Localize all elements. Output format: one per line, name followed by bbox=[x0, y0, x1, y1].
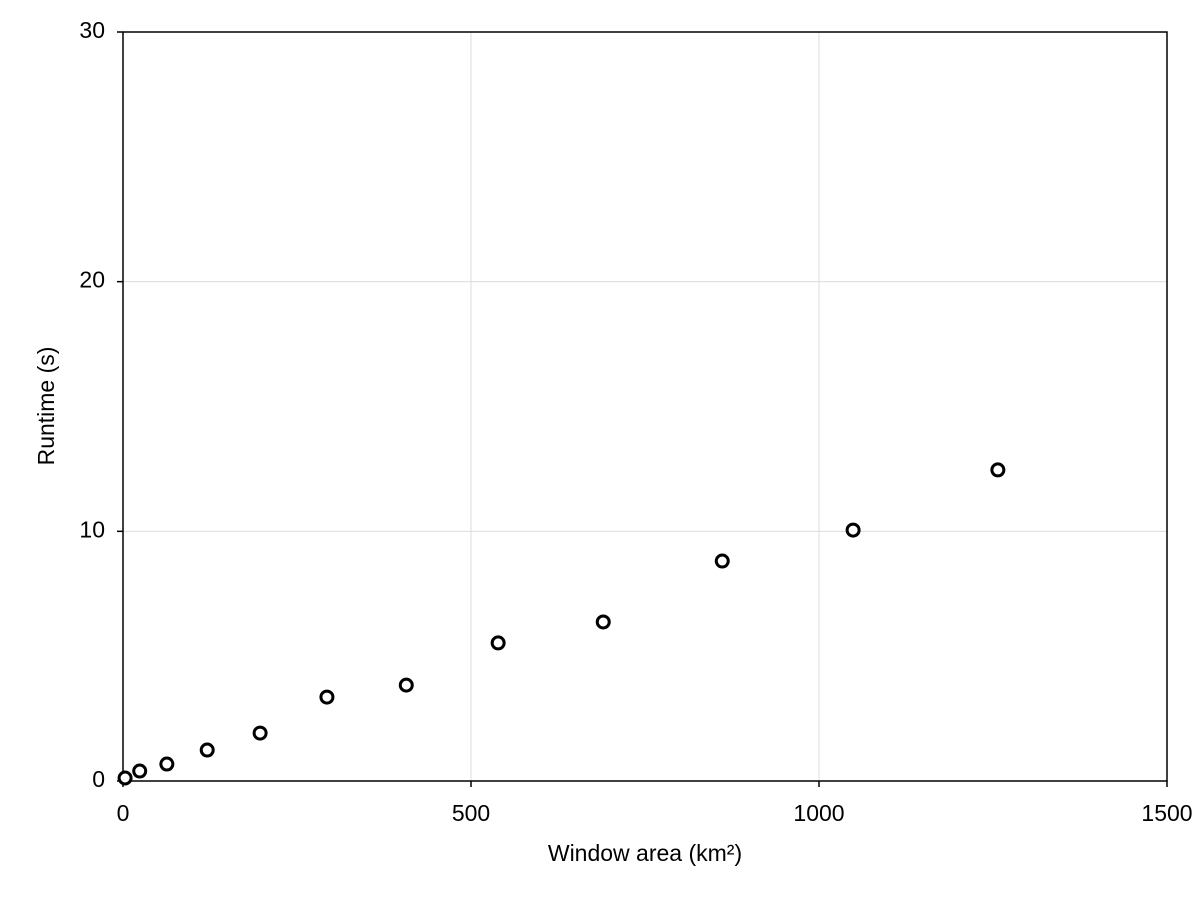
x-tick-label: 500 bbox=[452, 800, 490, 826]
marker bbox=[252, 725, 268, 741]
marker bbox=[199, 742, 215, 758]
marker bbox=[398, 677, 414, 693]
y-tick-label: 20 bbox=[79, 267, 105, 293]
y-tick-label: 10 bbox=[79, 516, 105, 542]
y-tick-label: 30 bbox=[79, 17, 105, 43]
marker bbox=[990, 462, 1006, 478]
y-axis-label: Runtime (s) bbox=[33, 347, 59, 466]
y-tick-label: 0 bbox=[92, 766, 105, 792]
marker bbox=[132, 763, 148, 779]
marker bbox=[319, 689, 335, 705]
marker bbox=[490, 635, 506, 651]
marker bbox=[845, 522, 861, 538]
marker bbox=[117, 770, 133, 786]
x-tick-label: 1500 bbox=[1141, 800, 1192, 826]
marker bbox=[714, 553, 730, 569]
marker bbox=[595, 614, 611, 630]
x-axis-label: Window area (km²) bbox=[548, 840, 742, 866]
x-tick-label: 1000 bbox=[793, 800, 844, 826]
marker bbox=[159, 756, 175, 772]
x-tick-label: 0 bbox=[117, 800, 130, 826]
plot-frame bbox=[122, 31, 1168, 782]
